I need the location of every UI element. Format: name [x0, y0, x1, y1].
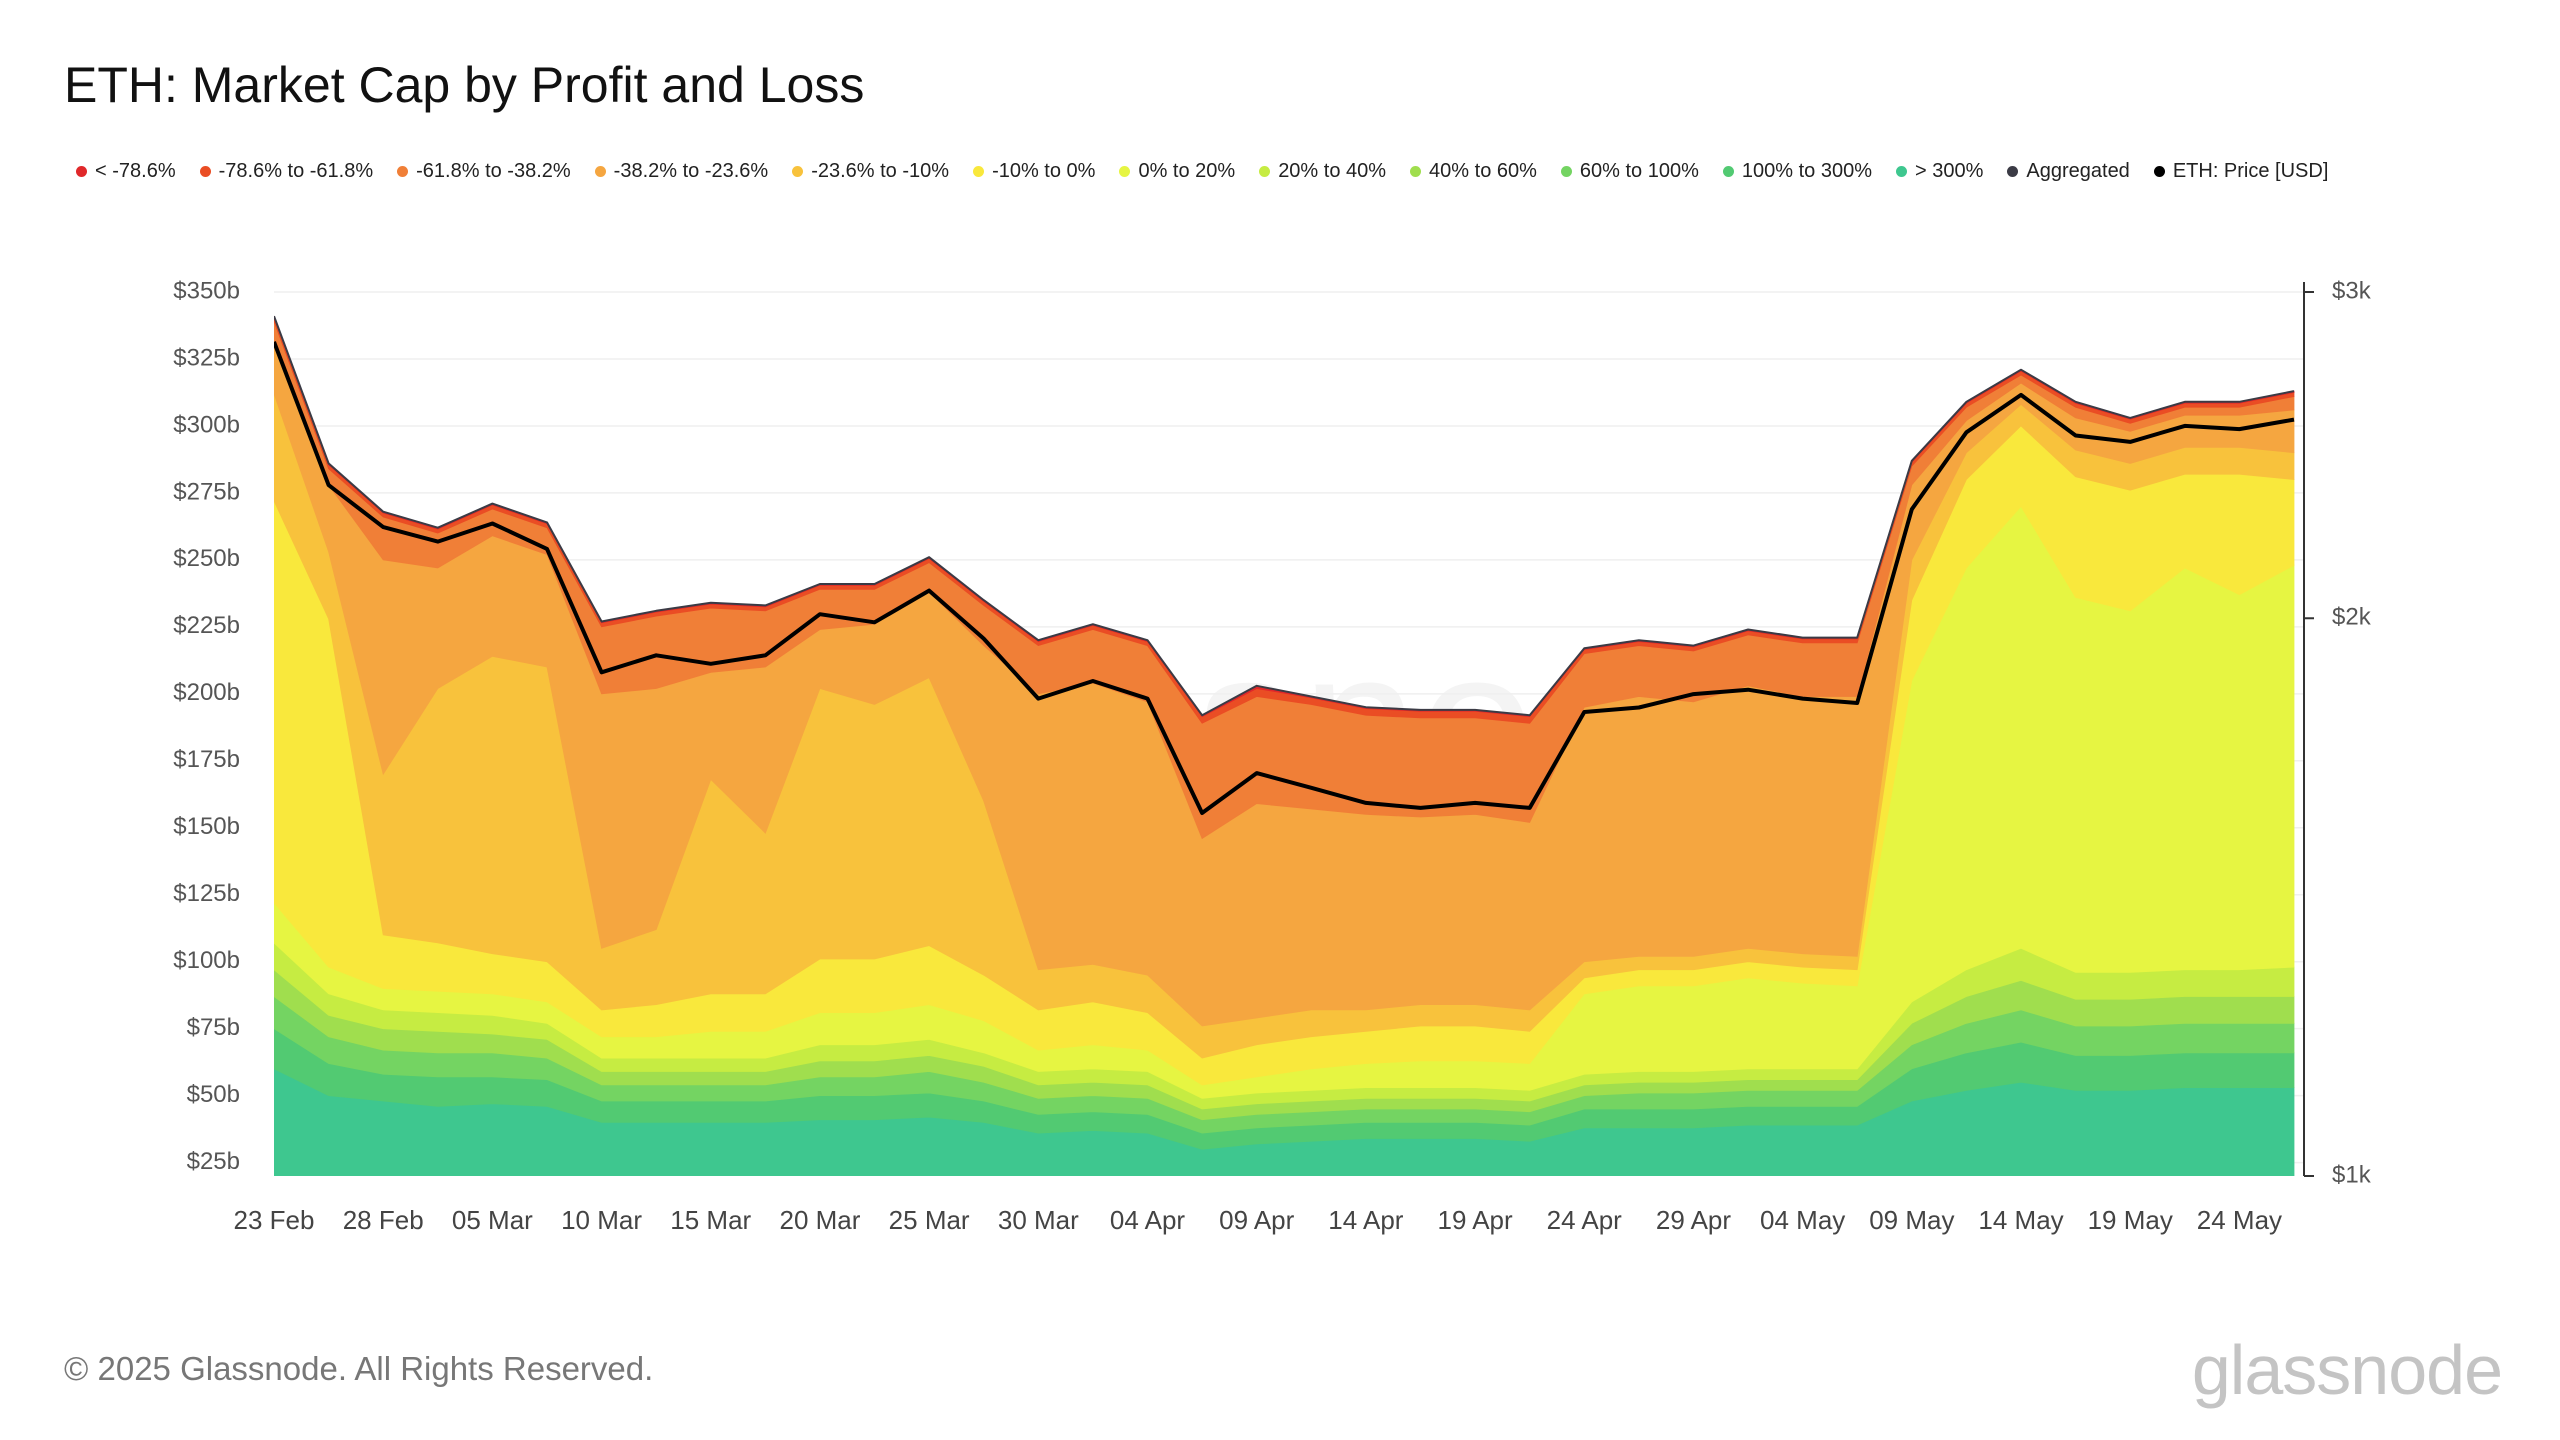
legend-marker: [792, 166, 804, 177]
legend-marker: [973, 166, 985, 177]
y-tick-label: $100b: [173, 947, 240, 974]
legend-marker: [1119, 166, 1131, 177]
y-tick-label: $200b: [173, 679, 240, 706]
plot: [274, 315, 2295, 1176]
legend-marker: [1410, 166, 1422, 177]
y-tick-label: $25b: [187, 1148, 240, 1175]
legend-label: ETH: Price [USD]: [2172, 160, 2329, 182]
x-tick-label: 29 Apr: [1656, 1205, 1732, 1235]
y-tick-label: $125b: [173, 880, 240, 907]
legend-label: 20% to 40%: [1278, 160, 1387, 182]
y-tick-label: $275b: [173, 478, 240, 505]
legend-label: -78.6% to -61.8%: [218, 160, 374, 182]
x-tick-label: 05 Mar: [452, 1205, 533, 1235]
legend-item: 100% to 300%: [1722, 160, 1872, 183]
legend-marker: [1560, 166, 1572, 177]
legend-item: > 300%: [1896, 160, 1983, 183]
y-tick-label: $250b: [173, 545, 240, 572]
x-tick-label: 24 May: [2197, 1205, 2282, 1235]
x-tick-label: 04 May: [1760, 1205, 1845, 1235]
x-tick-label: 24 Apr: [1547, 1205, 1623, 1235]
x-tick-label: 20 Mar: [779, 1205, 860, 1235]
legend: < -78.6% -78.6% to -61.8% -61.8% to -38.2%…: [76, 160, 2328, 183]
legend-label: -10% to 0%: [992, 160, 1096, 182]
legend-item: 60% to 100%: [1560, 160, 1699, 183]
legend-marker: [2153, 166, 2165, 177]
y-tick-label: $350b: [173, 277, 240, 304]
legend-label: Aggregated: [2026, 160, 2130, 182]
legend-item: 0% to 20%: [1119, 160, 1235, 183]
legend-item: 40% to 60%: [1410, 160, 1537, 183]
x-tick-label: 10 Mar: [561, 1205, 642, 1235]
y-tick-label: $300b: [173, 411, 240, 438]
legend-item: < -78.6%: [76, 160, 176, 183]
x-tick-label: 19 Apr: [1437, 1205, 1513, 1235]
x-tick-label: 15 Mar: [670, 1205, 751, 1235]
legend-marker: [1896, 166, 1907, 177]
legend-marker: [2007, 166, 2019, 177]
x-tick-label: 09 Apr: [1219, 1205, 1295, 1235]
legend-marker: [199, 166, 211, 177]
y2-tick-label: $2k: [2332, 604, 2372, 631]
legend-item: -38.2% to -23.6%: [594, 160, 769, 183]
x-tick-label: 23 Feb: [234, 1205, 315, 1235]
x-tick-label: 28 Feb: [343, 1205, 424, 1235]
chart-title: ETH: Market Cap by Profit and Loss: [64, 57, 865, 113]
legend-label: 40% to 60%: [1429, 160, 1537, 182]
y-tick-label: $225b: [173, 612, 240, 639]
legend-marker: [397, 166, 409, 177]
x-tick-label: 14 Apr: [1328, 1205, 1404, 1235]
legend-item: -10% to 0%: [973, 160, 1095, 183]
footer: © 2025 Glassnode. All Rights Reserved.: [64, 1350, 654, 1387]
legend-item: Aggregated: [2007, 160, 2130, 183]
legend-label: 0% to 20%: [1138, 160, 1236, 182]
y-tick-label: $75b: [187, 1014, 240, 1041]
legend-label: 100% to 300%: [1741, 160, 1872, 182]
x-tick-label: 25 Mar: [889, 1205, 970, 1235]
x-tick-label: 19 May: [2088, 1205, 2173, 1235]
legend-item: -78.6% to -61.8%: [199, 160, 374, 183]
legend-label: -23.6% to -10%: [811, 160, 950, 182]
legend-marker: [594, 166, 606, 177]
legend-marker: [1722, 166, 1734, 177]
legend-label: > 300%: [1915, 160, 1984, 182]
legend-marker: [76, 166, 87, 177]
legend-marker: [1259, 166, 1271, 177]
legend-item: -61.8% to -38.2%: [397, 160, 571, 183]
y2-tick-label: $1k: [2332, 1161, 2372, 1188]
x-tick-label: 30 Mar: [998, 1205, 1079, 1235]
legend-label: -38.2% to -23.6%: [613, 160, 769, 182]
aggregate-line: [274, 315, 2295, 717]
y2-tick-label: $3k: [2332, 277, 2372, 304]
x-tick-label: 04 Apr: [1110, 1205, 1186, 1235]
x-tick-label: 09 May: [1869, 1205, 1954, 1235]
legend-label: 60% to 100%: [1579, 160, 1699, 182]
y-tick-label: $50b: [187, 1081, 240, 1108]
y-tick-label: $150b: [173, 813, 240, 840]
price-line: [274, 341, 2295, 815]
y-tick-label: $325b: [173, 344, 240, 371]
y-tick-label: $175b: [173, 746, 240, 773]
x-tick-label: 14 May: [1978, 1205, 2063, 1235]
legend-item: ETH: Price [USD]: [2153, 160, 2329, 183]
brand-logo: glassnode: [2191, 1331, 2503, 1409]
legend-label: -61.8% to -38.2%: [416, 160, 571, 182]
legend-item: -23.6% to -10%: [792, 160, 949, 183]
legend-item: 20% to 40%: [1259, 160, 1386, 183]
legend-label: < -78.6%: [95, 160, 176, 182]
